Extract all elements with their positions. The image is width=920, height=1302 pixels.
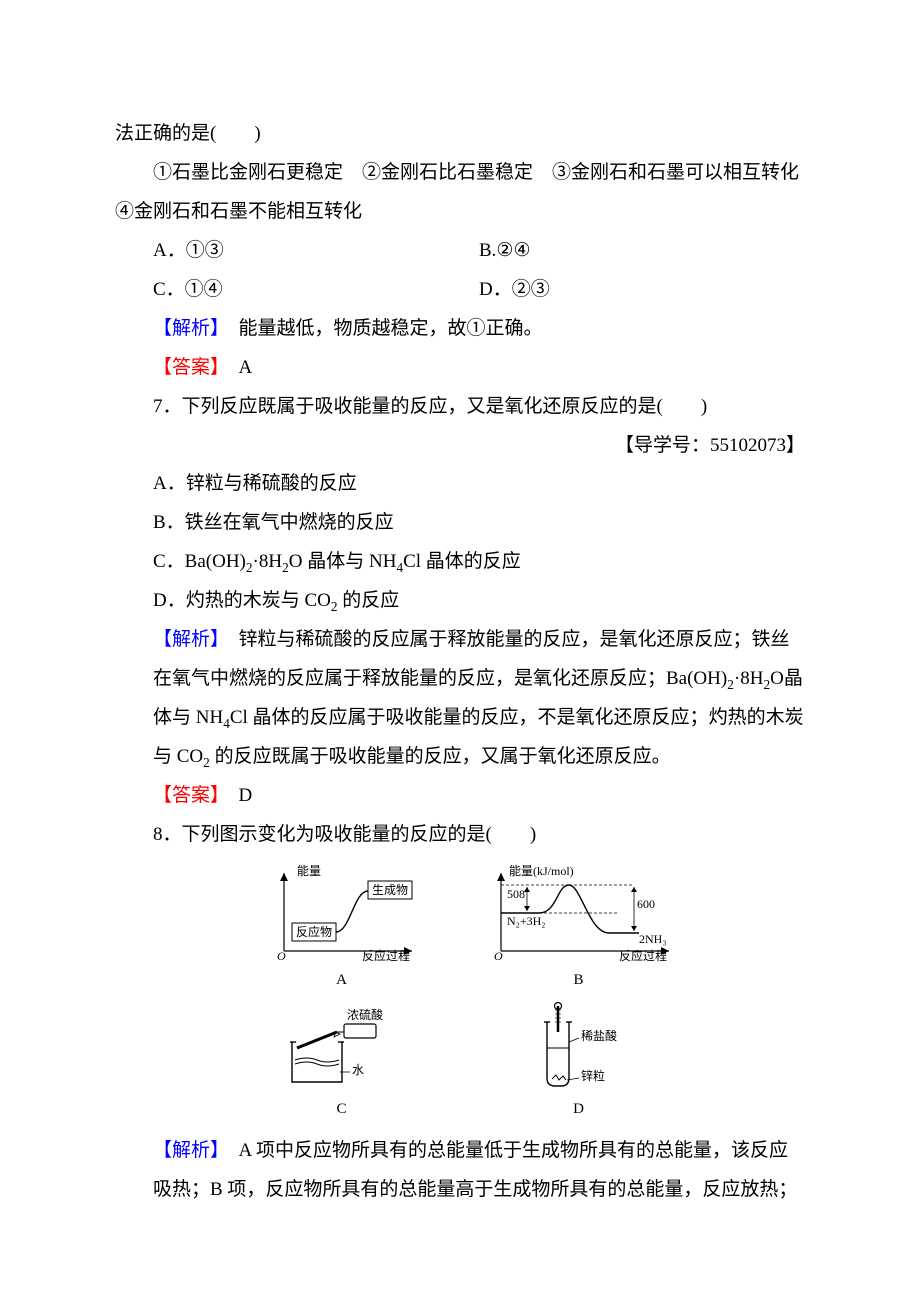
q6-analysis: 【解析】 能量越低，物质越稳定，故①正确。 — [115, 310, 805, 349]
svg-text:N₂+3H₂: N₂+3H₂ — [507, 914, 545, 928]
svg-text:能量: 能量 — [297, 864, 321, 878]
energy-diagram-b-icon: 508 600 N₂+3H₂ 2NH₃ 能量(kJ/mol) O 反应过程 — [479, 863, 679, 963]
beaker-acid-water-icon: 浓硫酸 水 — [262, 1002, 422, 1092]
analysis-text: 能量越低，物质越稳定，故①正确。 — [220, 318, 543, 339]
q7-option-c: C．Ba(OH)2·8H2O 晶体与 NH4Cl 晶体的反应 — [115, 543, 805, 582]
q6-choice-list: ①石墨比金刚石更稳定 ②金刚石比石墨稳定 ③金刚石和石墨可以相互转化 ④金刚石和… — [115, 154, 805, 232]
q6-stem-continued: 法正确的是( ) — [115, 115, 805, 154]
q6-option-d: D．②③ — [479, 271, 805, 310]
answer-label: 【答案】 — [153, 357, 220, 378]
q8-fig-a: 反应物 生成物 能量 O 反应过程 A — [262, 863, 422, 996]
analysis-text: A 项中反应物所具有的总能量低于生成物所具有的总能量，该反应吸热；B 项，反应物… — [153, 1140, 797, 1200]
q6-option-b: B.②④ — [479, 232, 805, 271]
q8-fig-c: 浓硫酸 水 C — [262, 1002, 422, 1125]
q7-option-d: D．灼热的木炭与 CO2 的反应 — [115, 582, 805, 621]
q7-stem: 7．下列反应既属于吸收能量的反应，又是氧化还原反应的是( ) — [115, 388, 805, 427]
q8-fig-b: 508 600 N₂+3H₂ 2NH₃ 能量(kJ/mol) O 反应过程 B — [479, 863, 679, 996]
q6-option-a: A．①③ — [115, 232, 479, 271]
energy-diagram-a-icon: 反应物 生成物 能量 O 反应过程 — [262, 863, 422, 963]
answer-text: A — [220, 357, 253, 378]
answer-label: 【答案】 — [153, 785, 220, 806]
svg-text:O: O — [277, 949, 286, 963]
svg-text:能量(kJ/mol): 能量(kJ/mol) — [509, 864, 574, 878]
fig-c-label: C — [336, 1094, 346, 1125]
svg-text:508: 508 — [507, 887, 525, 901]
q8-fig-d: 稀盐酸 锌粒 D — [499, 1002, 659, 1125]
q6-option-row-2: C．①④ D．②③ — [115, 271, 805, 310]
q7-option-a: A．锌粒与稀硫酸的反应 — [115, 465, 805, 504]
svg-text:生成物: 生成物 — [371, 883, 407, 897]
fig-b-label: B — [573, 965, 583, 996]
svg-text:反应过程: 反应过程 — [362, 948, 410, 963]
analysis-label: 【解析】 — [153, 629, 220, 650]
analysis-label: 【解析】 — [153, 1140, 220, 1161]
svg-text:600: 600 — [637, 897, 655, 911]
svg-text:锌粒: 锌粒 — [581, 1068, 605, 1083]
svg-text:反应过程: 反应过程 — [619, 948, 667, 963]
svg-text:2NH₃: 2NH₃ — [639, 932, 667, 946]
svg-text:O: O — [494, 949, 503, 963]
q8-analysis: 【解析】 A 项中反应物所具有的总能量低于生成物所具有的总能量，该反应吸热；B … — [115, 1132, 805, 1210]
q8-stem: 8．下列图示变化为吸收能量的反应的是( ) — [115, 816, 805, 855]
testtube-zinc-icon: 稀盐酸 锌粒 — [499, 1002, 659, 1092]
q6-option-c: C．①④ — [115, 271, 479, 310]
answer-text: D — [220, 785, 253, 806]
q7-answer: 【答案】 D — [115, 777, 805, 816]
svg-text:反应物: 反应物 — [295, 924, 331, 939]
svg-text:水: 水 — [352, 1063, 364, 1077]
q7-option-b: B．铁丝在氧气中燃烧的反应 — [115, 504, 805, 543]
fig-a-label: A — [336, 965, 347, 996]
q8-figure-grid: 反应物 生成物 能量 O 反应过程 A 508 600 — [230, 863, 690, 1125]
q6-answer: 【答案】 A — [115, 349, 805, 388]
fig-d-label: D — [573, 1094, 584, 1125]
q6-option-row-1: A．①③ B.②④ — [115, 232, 805, 271]
q7-analysis: 【解析】 锌粒与稀硫酸的反应属于释放能量的反应，是氧化还原反应；铁丝在氧气中燃烧… — [115, 621, 805, 777]
analysis-label: 【解析】 — [153, 318, 220, 339]
q7-guide-number: 【导学号：55102073】 — [115, 427, 805, 466]
svg-text:稀盐酸: 稀盐酸 — [581, 1028, 617, 1043]
svg-text:浓硫酸: 浓硫酸 — [347, 1007, 383, 1022]
